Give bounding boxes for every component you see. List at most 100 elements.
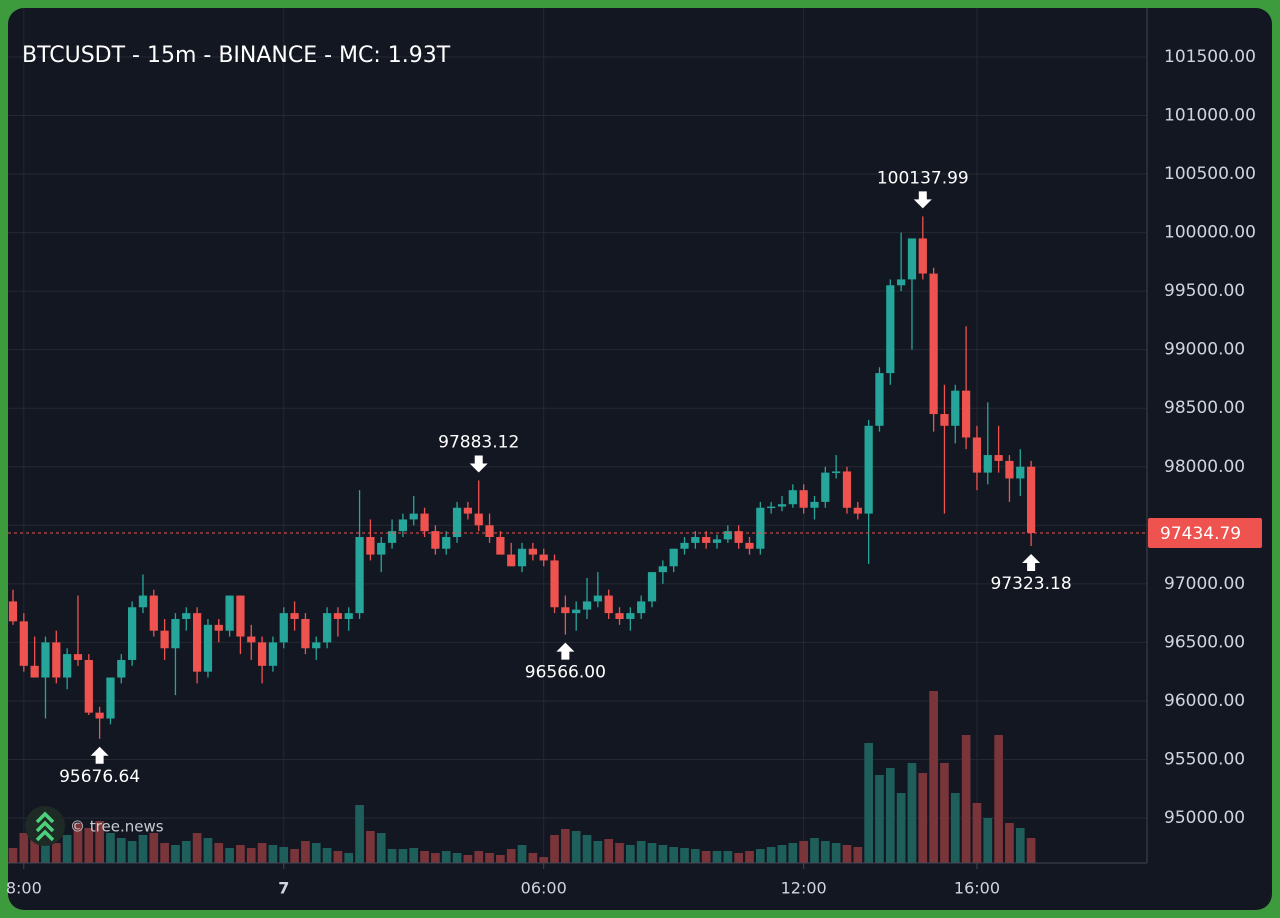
candle-body — [561, 607, 570, 614]
volume-bar — [452, 853, 462, 863]
candle-body — [398, 519, 408, 532]
volume-bar — [160, 843, 169, 863]
volume-bar — [257, 843, 267, 863]
volume-bar — [203, 838, 213, 863]
volume-bar — [19, 833, 29, 863]
candle-body — [875, 373, 884, 426]
candle-body — [799, 490, 808, 508]
volume-bar — [636, 841, 646, 863]
volume-bar — [344, 853, 354, 863]
x-tick-label: 06:00 — [521, 879, 567, 898]
volume-bar — [431, 853, 440, 863]
volume-bar — [929, 691, 938, 863]
candle-body — [723, 531, 732, 540]
candle-body — [972, 437, 982, 473]
volume-bar — [820, 841, 830, 863]
arrow-up — [90, 746, 109, 764]
volume-bar — [777, 845, 787, 863]
candle-body — [463, 507, 473, 514]
arrow-down — [913, 191, 932, 209]
logo — [25, 806, 65, 846]
candle-body — [63, 654, 72, 678]
arrow-down — [469, 455, 488, 473]
candle-body — [344, 613, 353, 619]
volume-bar — [311, 843, 321, 863]
volume-bar — [62, 835, 72, 863]
candle-body — [767, 506, 776, 509]
y-tick-label: 97000.00 — [1164, 574, 1245, 594]
candle-body — [745, 542, 754, 549]
candle-body — [322, 613, 332, 643]
candle-body — [171, 618, 180, 649]
volume-bar — [474, 851, 484, 863]
volume-bar — [192, 833, 202, 863]
candle-body — [182, 613, 191, 619]
volume-bar — [214, 843, 224, 863]
volume-bar — [8, 848, 18, 863]
candle-body — [95, 712, 104, 719]
volume-bar — [647, 843, 657, 863]
volume-bar — [116, 838, 126, 863]
volume-bar — [441, 851, 451, 863]
candle-body — [734, 531, 743, 543]
volume-bar — [842, 845, 852, 863]
volume-bar — [539, 857, 549, 863]
candle-body — [149, 595, 158, 631]
y-tick-label: 98000.00 — [1164, 457, 1245, 477]
candle-body — [593, 595, 602, 602]
candle-body — [214, 624, 223, 631]
volume-bar — [940, 763, 949, 863]
volume-bar — [950, 793, 960, 863]
last-price-box — [1148, 517, 1262, 548]
candle-body — [301, 618, 310, 649]
candle-body — [994, 455, 1003, 461]
volume-bar — [366, 831, 375, 863]
candle-body — [810, 501, 819, 508]
candle-body — [929, 273, 938, 415]
candle-body — [962, 390, 971, 438]
candle-body — [658, 566, 667, 573]
volume-bar — [885, 768, 895, 863]
volume-bar — [918, 773, 928, 863]
volume-bar — [972, 803, 982, 863]
volume-bar — [95, 821, 104, 863]
volume-bar — [106, 833, 115, 863]
candle-body — [8, 601, 18, 622]
y-tick-label: 95000.00 — [1164, 808, 1245, 828]
volume-bar — [409, 848, 419, 863]
candle-body — [236, 595, 245, 637]
candle-body — [1005, 460, 1014, 479]
candle-body — [756, 507, 765, 549]
candle-body — [983, 455, 992, 473]
volume-bar — [496, 855, 505, 863]
logo-mark — [35, 811, 55, 842]
candle-body — [821, 472, 830, 502]
candle-body — [117, 659, 126, 678]
volume-bar — [810, 838, 819, 863]
arrow-up — [556, 642, 575, 660]
candle-body — [247, 636, 256, 643]
y-tick-label: 101000.00 — [1164, 105, 1256, 125]
volume-bar — [420, 851, 429, 863]
y-tick-label: 100500.00 — [1164, 164, 1256, 184]
volume-bar — [571, 831, 581, 863]
candle-body — [485, 525, 494, 538]
candle-body — [647, 572, 657, 602]
candle-body — [777, 504, 787, 507]
volume-bar — [788, 843, 798, 863]
volume-bar — [138, 835, 148, 863]
candle-body — [268, 642, 278, 666]
volume-bar — [387, 849, 397, 863]
candle-body — [1016, 466, 1025, 479]
volume-bar — [376, 833, 386, 863]
volume-bar — [799, 841, 808, 863]
volume-bar — [301, 841, 310, 863]
y-tick-label: 95500.00 — [1164, 749, 1245, 769]
chart-title: BTCUSDT - 15m - BINANCE - MC: 1.93T — [22, 43, 451, 68]
low-label: 95676.64 — [59, 767, 140, 787]
candle-body — [387, 531, 397, 543]
volume-bar — [528, 853, 538, 863]
volume-bar — [745, 851, 754, 863]
